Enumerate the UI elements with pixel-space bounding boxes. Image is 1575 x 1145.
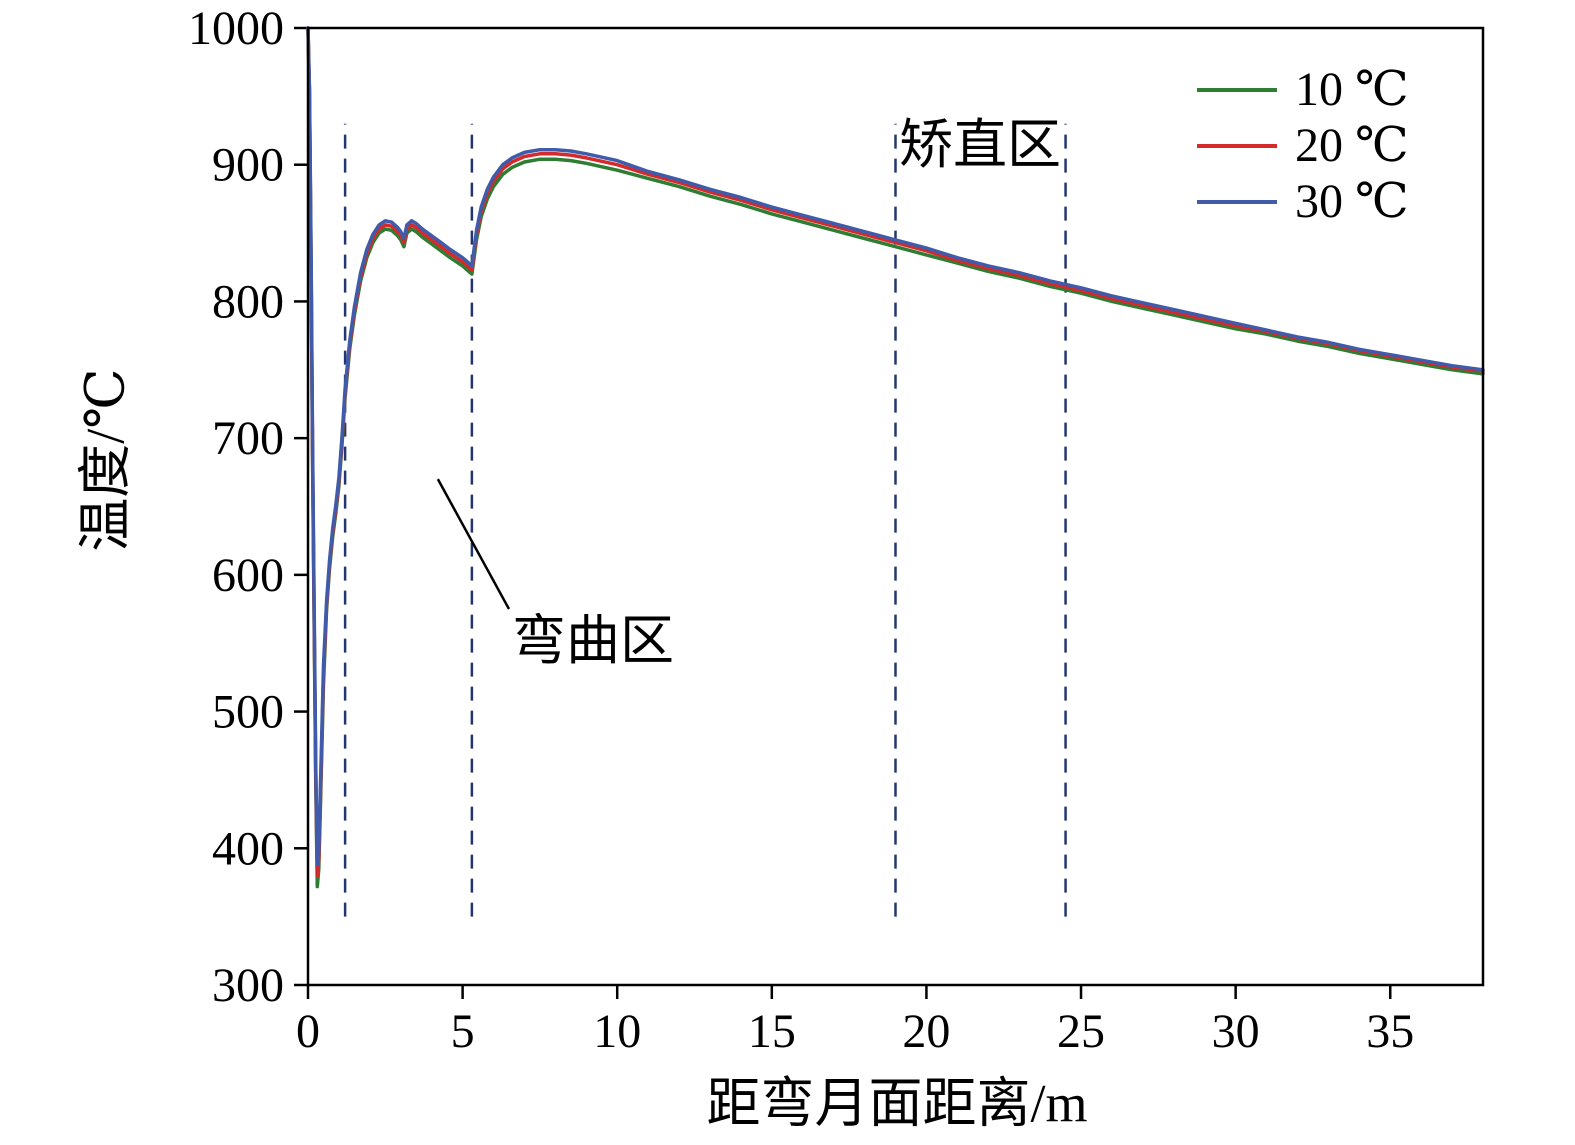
svg-text:0: 0 xyxy=(296,1005,320,1058)
legend-item-10c: 10 ℃ xyxy=(1197,62,1409,118)
svg-text:25: 25 xyxy=(1057,1005,1105,1058)
straightening-zone-annotation: 矫直区 xyxy=(899,115,1061,175)
legend-label: 20 ℃ xyxy=(1295,119,1409,172)
svg-text:30: 30 xyxy=(1212,1005,1260,1058)
svg-text:800: 800 xyxy=(212,275,284,328)
legend-line-swatch-red xyxy=(1197,144,1277,148)
bending-zone-annotation: 弯曲区 xyxy=(512,611,674,671)
legend-line-swatch-blue xyxy=(1197,200,1277,204)
legend: 10 ℃ 20 ℃ 30 ℃ xyxy=(1197,62,1409,230)
x-axis-label: 距弯月面距离/m xyxy=(706,1073,1088,1134)
svg-text:300: 300 xyxy=(212,959,284,1012)
svg-text:900: 900 xyxy=(212,139,284,192)
svg-text:5: 5 xyxy=(451,1005,475,1058)
svg-text:600: 600 xyxy=(212,549,284,602)
svg-text:1000: 1000 xyxy=(188,2,284,55)
svg-text:500: 500 xyxy=(212,686,284,739)
svg-text:400: 400 xyxy=(212,822,284,875)
svg-text:700: 700 xyxy=(212,412,284,465)
svg-text:20: 20 xyxy=(902,1005,950,1058)
y-axis-label: 温度/℃ xyxy=(75,368,136,552)
legend-item-20c: 20 ℃ xyxy=(1197,118,1409,174)
legend-label: 10 ℃ xyxy=(1295,63,1409,116)
legend-line-swatch-green xyxy=(1197,88,1277,92)
legend-label: 30 ℃ xyxy=(1295,175,1409,228)
svg-text:15: 15 xyxy=(748,1005,796,1058)
svg-text:10: 10 xyxy=(593,1005,641,1058)
legend-item-30c: 30 ℃ xyxy=(1197,174,1409,230)
svg-text:35: 35 xyxy=(1366,1005,1414,1058)
